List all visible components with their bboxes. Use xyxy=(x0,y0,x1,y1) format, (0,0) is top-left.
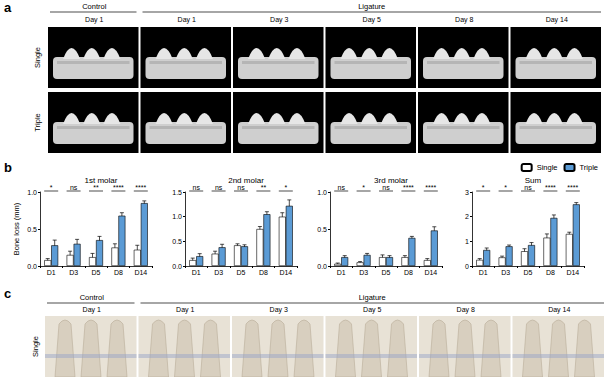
svg-text:1.5: 1.5 xyxy=(172,189,182,196)
svg-text:Day 14: Day 14 xyxy=(546,16,568,24)
svg-text:0.5: 0.5 xyxy=(27,226,37,233)
svg-text:D14: D14 xyxy=(424,269,437,276)
svg-text:Day 1: Day 1 xyxy=(83,306,101,314)
svg-text:****: **** xyxy=(545,184,556,191)
svg-text:Day 1: Day 1 xyxy=(178,16,196,24)
svg-text:D14: D14 xyxy=(134,269,147,276)
svg-text:D1: D1 xyxy=(479,269,488,276)
svg-text:0.0: 0.0 xyxy=(317,263,327,270)
svg-text:ns: ns xyxy=(70,184,78,191)
svg-text:D3: D3 xyxy=(359,269,368,276)
svg-text:1.0: 1.0 xyxy=(172,213,182,220)
svg-text:Day 5: Day 5 xyxy=(363,306,381,314)
svg-text:1: 1 xyxy=(465,238,469,245)
svg-text:ns: ns xyxy=(382,184,390,191)
svg-text:Day 1: Day 1 xyxy=(85,16,103,24)
svg-text:Single: Single xyxy=(537,163,558,172)
svg-text:0.5: 0.5 xyxy=(172,238,182,245)
svg-text:*: * xyxy=(362,184,365,191)
svg-text:Control: Control xyxy=(80,293,105,302)
svg-text:Day 8: Day 8 xyxy=(457,306,475,314)
svg-text:0.5: 0.5 xyxy=(317,226,327,233)
svg-text:2: 2 xyxy=(465,213,469,220)
svg-text:ns: ns xyxy=(237,184,245,191)
svg-text:*: * xyxy=(504,184,507,191)
svg-text:D5: D5 xyxy=(382,269,391,276)
svg-text:1st molar: 1st molar xyxy=(85,176,118,185)
svg-text:**: ** xyxy=(261,184,267,191)
svg-text:Single: Single xyxy=(33,47,42,68)
svg-text:Control: Control xyxy=(82,2,107,11)
svg-text:*: * xyxy=(482,184,485,191)
svg-text:Triple: Triple xyxy=(580,163,598,172)
svg-text:****: **** xyxy=(403,184,414,191)
svg-text:D1: D1 xyxy=(337,269,346,276)
svg-text:Day 1: Day 1 xyxy=(176,306,194,314)
svg-text:****: **** xyxy=(135,184,146,191)
svg-text:D1: D1 xyxy=(47,269,56,276)
svg-text:ns: ns xyxy=(192,184,200,191)
svg-text:3rd molar: 3rd molar xyxy=(374,176,408,185)
svg-text:Sum: Sum xyxy=(525,176,542,185)
svg-text:Day 5: Day 5 xyxy=(363,16,381,24)
svg-text:D3: D3 xyxy=(69,269,78,276)
html-text:b: b xyxy=(4,160,12,175)
svg-text:D8: D8 xyxy=(114,269,123,276)
svg-text:Day 3: Day 3 xyxy=(270,16,288,24)
svg-text:D3: D3 xyxy=(501,269,510,276)
svg-text:Ligature: Ligature xyxy=(359,293,386,302)
svg-text:D1: D1 xyxy=(192,269,201,276)
svg-text:1.0: 1.0 xyxy=(27,189,37,196)
svg-text:D8: D8 xyxy=(259,269,268,276)
svg-text:Single: Single xyxy=(31,336,40,357)
svg-text:0.0: 0.0 xyxy=(27,263,37,270)
svg-text:c: c xyxy=(4,286,11,301)
svg-text:ns: ns xyxy=(337,184,345,191)
svg-text:ns: ns xyxy=(215,184,223,191)
svg-text:D8: D8 xyxy=(546,269,555,276)
svg-text:2nd molar: 2nd molar xyxy=(228,176,264,185)
svg-text:Day 3: Day 3 xyxy=(270,306,288,314)
svg-text:Day 8: Day 8 xyxy=(455,16,473,24)
svg-text:****: **** xyxy=(567,184,578,191)
svg-text:1.0: 1.0 xyxy=(317,189,327,196)
svg-text:0.0: 0.0 xyxy=(172,263,182,270)
svg-text:*: * xyxy=(284,184,287,191)
svg-text:D8: D8 xyxy=(404,269,413,276)
svg-text:*: * xyxy=(50,184,53,191)
svg-text:3: 3 xyxy=(465,189,469,196)
svg-text:****: **** xyxy=(113,184,124,191)
svg-text:**: ** xyxy=(93,184,99,191)
svg-text:D14: D14 xyxy=(566,269,579,276)
svg-text:Ligature: Ligature xyxy=(358,2,385,11)
svg-text:D5: D5 xyxy=(237,269,246,276)
svg-text:D5: D5 xyxy=(92,269,101,276)
svg-text:a: a xyxy=(4,0,12,15)
svg-text:Triple: Triple xyxy=(33,113,42,131)
svg-text:Day 14: Day 14 xyxy=(548,306,570,314)
svg-text:D5: D5 xyxy=(524,269,533,276)
svg-text:0: 0 xyxy=(465,263,469,270)
svg-text:D14: D14 xyxy=(279,269,292,276)
svg-text:D3: D3 xyxy=(214,269,223,276)
svg-text:ns: ns xyxy=(524,184,532,191)
svg-text:****: **** xyxy=(425,184,436,191)
svg-text:Bone loss (mm): Bone loss (mm) xyxy=(12,202,21,255)
